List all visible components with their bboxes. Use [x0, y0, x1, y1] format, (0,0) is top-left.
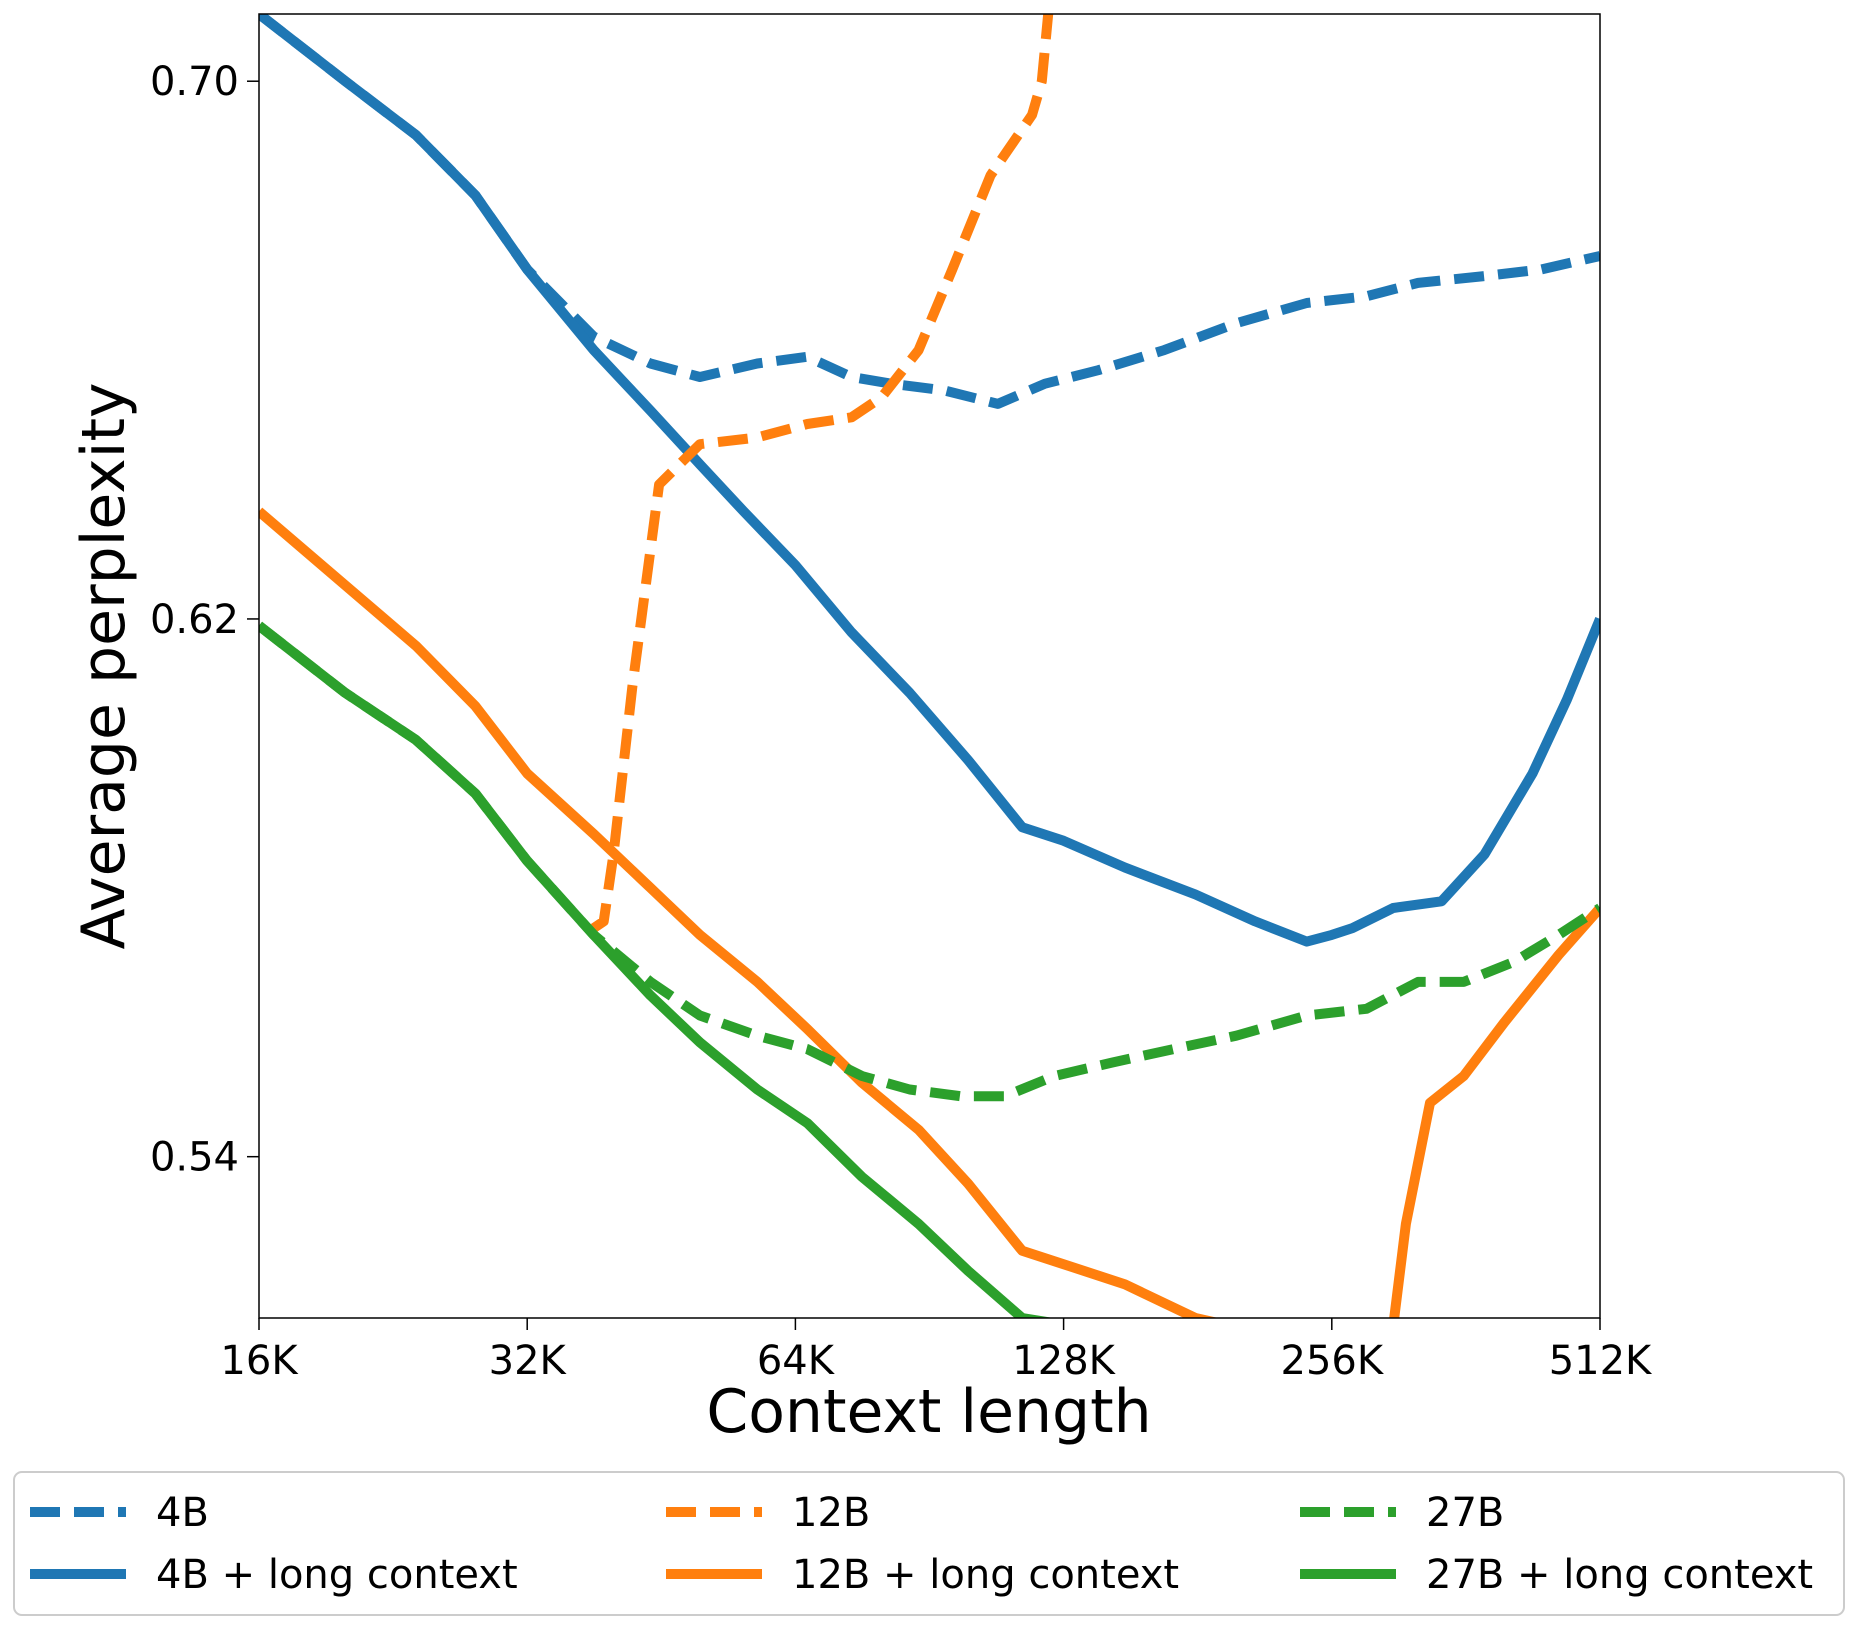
legend-label-12b: 12B — [792, 1490, 870, 1536]
series-line-12b-long-context — [259, 507, 1600, 1318]
x-tick-label: 64K — [757, 1338, 836, 1384]
x-axis: 16K 32K 64K 128K 256K 512K — [220, 1318, 1653, 1384]
x-tick-label: 16K — [220, 1338, 299, 1384]
x-tick-label: 32K — [489, 1338, 568, 1384]
y-tick-label: 0.54 — [150, 1135, 239, 1181]
legend-label-4b: 4B — [156, 1490, 209, 1536]
series-line-27b-long-context — [259, 621, 1054, 1318]
x-tick-label: 256K — [1281, 1338, 1385, 1384]
plot-frame — [258, 13, 1601, 1319]
x-axis-label: Context length — [706, 1377, 1151, 1447]
legend-frame — [13, 1471, 1845, 1616]
legend: 4B 4B + long context 12B 12B + long context… — [13, 1471, 1845, 1616]
legend-label-27b-long-context: 27B + long context — [1426, 1552, 1813, 1598]
y-tick-label: 0.70 — [150, 59, 239, 105]
legend-label-27b: 27B — [1426, 1490, 1504, 1536]
x-tick-label: 128K — [1012, 1338, 1116, 1384]
series-line-12b — [590, 14, 1054, 933]
x-tick-label: 512K — [1549, 1338, 1653, 1384]
y-tick-label: 0.62 — [150, 597, 239, 643]
legend-label-12b-long-context: 12B + long context — [792, 1552, 1179, 1598]
y-axis: 0.54 0.62 0.70 — [150, 59, 259, 1181]
y-axis-label: Average perplexity — [69, 383, 139, 950]
series-line-4b-long-context — [259, 14, 1600, 947]
legend-label-4b-long-context: 4B + long context — [156, 1552, 518, 1598]
series-layer — [259, 14, 1600, 1318]
